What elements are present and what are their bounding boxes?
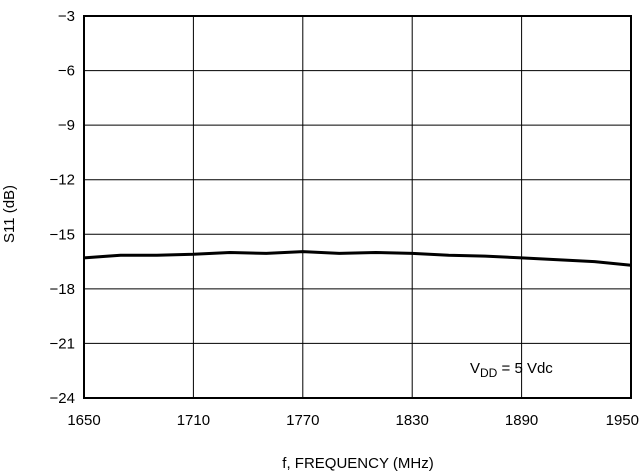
y-axis-title: S11 (dB): [1, 185, 18, 243]
y-tick-label: −15: [50, 226, 75, 243]
y-tick-label: −6: [58, 63, 75, 80]
annotation-prefix: V: [470, 360, 480, 377]
y-tick-label: −18: [50, 281, 75, 298]
x-tick-label: 1890: [505, 412, 538, 429]
x-tick-label: 1950: [606, 412, 639, 429]
y-tick-label: −21: [50, 335, 75, 352]
vdd-annotation: VDD = 5 Vdc: [470, 360, 553, 380]
svg-text:VDD = 5 Vdc: VDD = 5 Vdc: [470, 360, 553, 380]
y-tick-labels: −3 −6 −9 −12 −15 −18 −21 −24: [50, 8, 75, 407]
y-tick-label: −12: [50, 172, 75, 189]
series-line: [83, 250, 632, 267]
y-tick-label: −24: [50, 390, 75, 407]
series-layer: [83, 250, 632, 267]
annotation-subscript: DD: [480, 366, 498, 380]
plot-frame: [83, 15, 632, 399]
grid: [84, 16, 631, 398]
x-axis-title: f, FREQUENCY (MHz): [282, 455, 433, 472]
x-tick-labels: 1650 1710 1770 1830 1890 1950: [67, 412, 639, 429]
y-tick-label: −3: [58, 8, 75, 25]
x-tick-label: 1830: [396, 412, 429, 429]
x-tick-label: 1710: [177, 412, 210, 429]
y-tick-label: −9: [58, 117, 75, 134]
x-tick-label: 1650: [67, 412, 100, 429]
x-tick-label: 1770: [286, 412, 319, 429]
annotation-suffix: = 5 Vdc: [497, 360, 553, 377]
